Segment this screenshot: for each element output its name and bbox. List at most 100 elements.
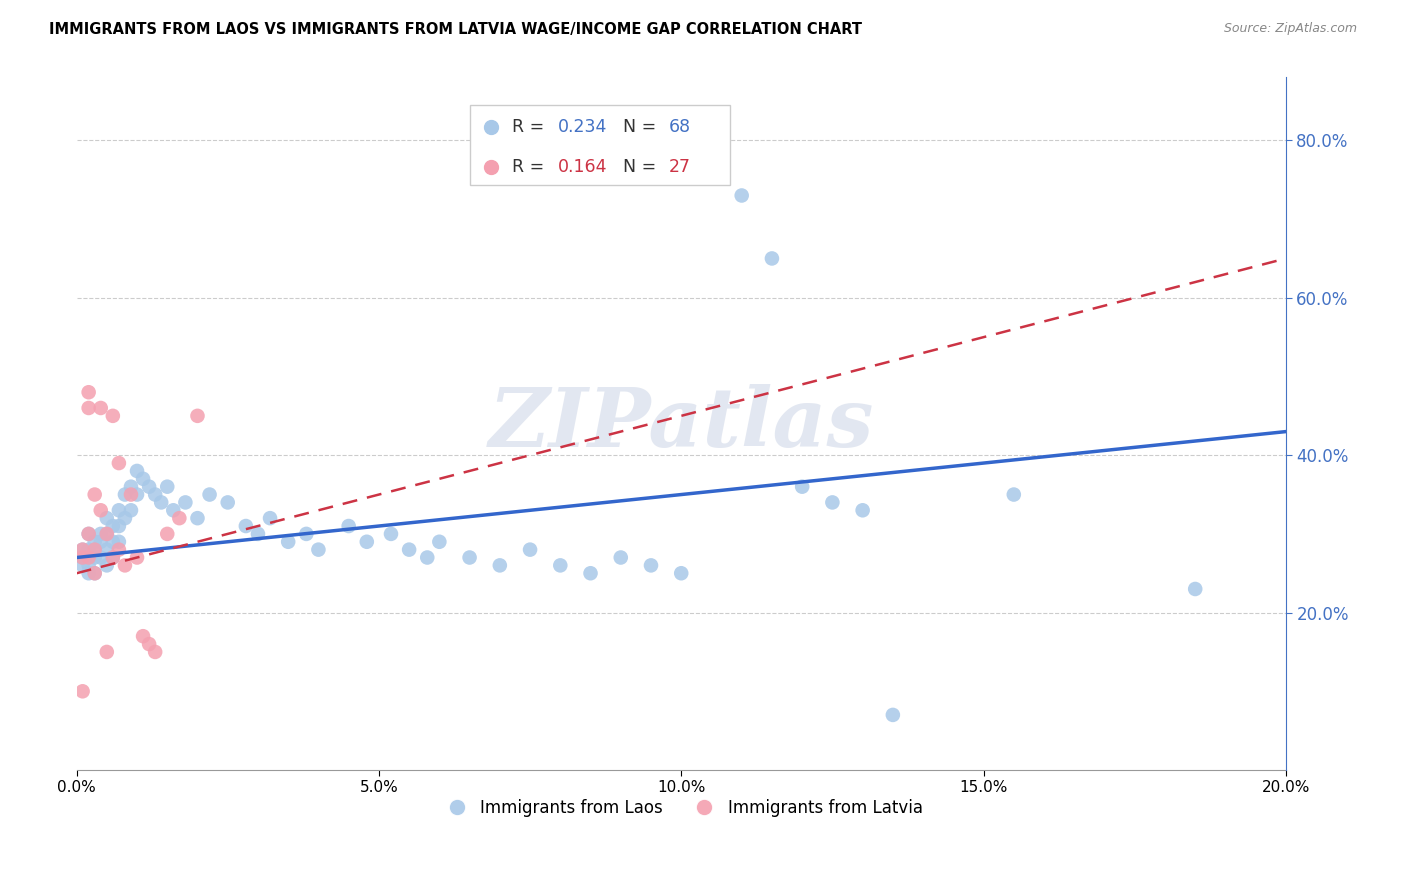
Text: 0.164: 0.164 [558, 158, 607, 177]
Point [186, 511, 208, 525]
Point [427, 534, 450, 549]
Point [90, 550, 112, 565]
Point [792, 480, 814, 494]
Point [156, 480, 179, 494]
Point [83, 566, 105, 581]
Point [101, 550, 124, 565]
Point [120, 480, 142, 494]
Bar [470, 105, 730, 185]
Point [125, 550, 148, 565]
Point [90, 534, 112, 549]
Point [90, 527, 112, 541]
Point [579, 566, 602, 581]
Point [162, 503, 184, 517]
Point [143, 645, 166, 659]
Point [77, 550, 100, 565]
Point [72, 550, 94, 565]
Text: 27: 27 [669, 158, 692, 177]
Point [356, 534, 378, 549]
Point [138, 480, 160, 494]
Point [277, 534, 299, 549]
Point [259, 511, 281, 525]
Text: 68: 68 [669, 119, 692, 136]
Point [416, 550, 439, 565]
Point [125, 487, 148, 501]
Text: IMMIGRANTS FROM LAOS VS IMMIGRANTS FROM LATVIA WAGE/INCOME GAP CORRELATION CHART: IMMIGRANTS FROM LAOS VS IMMIGRANTS FROM … [49, 22, 862, 37]
Point [72, 550, 94, 565]
Point [90, 401, 112, 415]
Text: Source: ZipAtlas.com: Source: ZipAtlas.com [1223, 22, 1357, 36]
Point [398, 542, 420, 557]
Point [307, 542, 329, 557]
Point [108, 503, 131, 517]
Point [882, 707, 904, 722]
Point [101, 534, 124, 549]
Point [77, 542, 100, 557]
Point [852, 503, 875, 517]
Point [380, 527, 402, 541]
Point [114, 487, 136, 501]
Point [295, 527, 318, 541]
Point [72, 558, 94, 573]
Point [731, 188, 754, 202]
Point [90, 503, 112, 517]
Point [101, 519, 124, 533]
Point [150, 495, 173, 509]
Text: N =: N = [612, 158, 662, 177]
Point [72, 542, 94, 557]
Point [337, 519, 360, 533]
Point [174, 495, 197, 509]
Point [83, 566, 105, 581]
Point [132, 629, 155, 643]
Point [77, 401, 100, 415]
Point [83, 534, 105, 549]
Point [198, 487, 221, 501]
Point [96, 527, 118, 541]
Point [217, 495, 239, 509]
Point [1184, 582, 1206, 596]
Point [83, 542, 105, 557]
Point [246, 527, 269, 541]
Point [761, 252, 783, 266]
Point [96, 542, 118, 557]
Point [101, 550, 124, 565]
Point [72, 684, 94, 698]
Point [96, 511, 118, 525]
Point [186, 409, 208, 423]
Point [96, 645, 118, 659]
Point [96, 527, 118, 541]
Point [77, 566, 100, 581]
Point [108, 519, 131, 533]
Point [640, 558, 662, 573]
Point [488, 558, 510, 573]
Point [108, 542, 131, 557]
Point [101, 409, 124, 423]
Text: 0.234: 0.234 [558, 119, 607, 136]
Point [519, 542, 541, 557]
Text: R =: R = [512, 158, 550, 177]
Point [138, 637, 160, 651]
Point [77, 385, 100, 400]
Point [458, 550, 481, 565]
Text: N =: N = [612, 119, 662, 136]
Point [125, 464, 148, 478]
Point [143, 487, 166, 501]
Point [77, 558, 100, 573]
Point [108, 534, 131, 549]
Point [235, 519, 257, 533]
Point [114, 511, 136, 525]
Point [671, 566, 693, 581]
Text: ZIPatlas: ZIPatlas [488, 384, 875, 464]
Text: R =: R = [512, 119, 550, 136]
Point [83, 487, 105, 501]
Point [77, 527, 100, 541]
Point [114, 558, 136, 573]
Point [96, 558, 118, 573]
Point [610, 550, 633, 565]
Point [72, 542, 94, 557]
Legend: Immigrants from Laos, Immigrants from Latvia: Immigrants from Laos, Immigrants from La… [433, 793, 929, 824]
Point [821, 495, 844, 509]
Point [156, 527, 179, 541]
Point [77, 527, 100, 541]
Point [108, 456, 131, 470]
